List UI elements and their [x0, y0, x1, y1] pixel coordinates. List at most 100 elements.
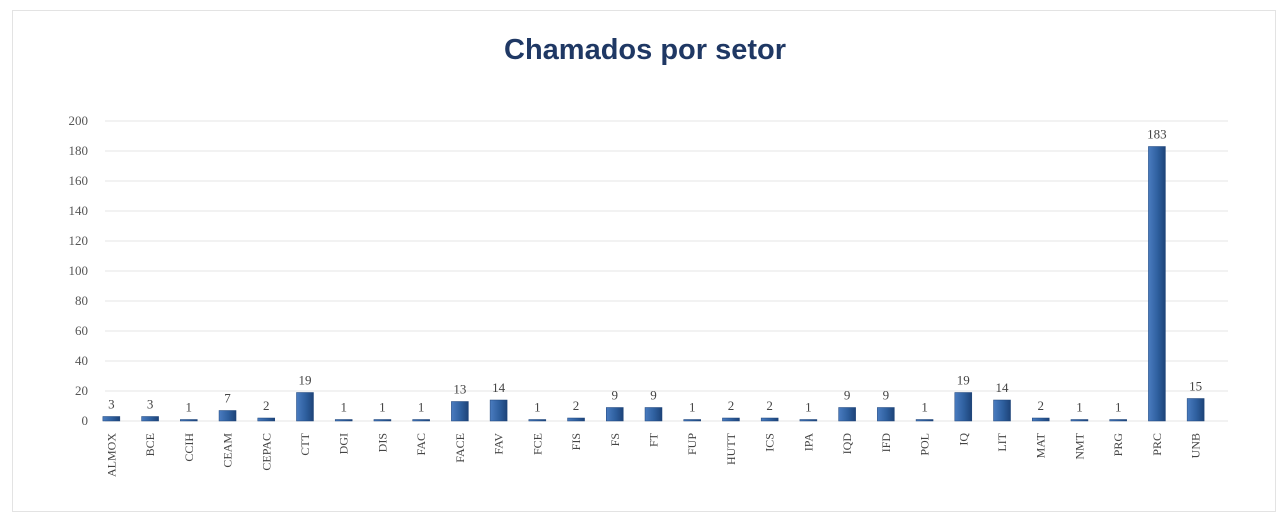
bar-ccih — [180, 419, 198, 422]
bar-face — [451, 401, 469, 422]
data-label-hutt: 2 — [728, 398, 735, 413]
bar-unb — [1186, 398, 1205, 422]
category-label-fav: FAV — [492, 433, 506, 455]
y-tick-label: 0 — [82, 413, 89, 428]
bar-prg — [1109, 419, 1127, 422]
data-label-almox: 3 — [108, 397, 115, 412]
bar-fac — [412, 419, 430, 422]
category-label-fce: FCE — [530, 433, 544, 455]
bar-almox — [102, 416, 121, 422]
category-label-dis: DIS — [375, 433, 389, 452]
category-label-cepac: CEPAC — [259, 433, 273, 471]
category-label-ctt: CTT — [298, 432, 312, 455]
category-label-nmt: NMT — [1072, 432, 1086, 459]
bar-cepac — [257, 417, 276, 422]
y-tick-label: 200 — [69, 113, 89, 128]
bar-fis — [567, 417, 585, 422]
y-tick-label: 80 — [75, 293, 88, 308]
data-label-ceam: 7 — [224, 391, 231, 406]
data-label-nmt: 1 — [1076, 400, 1083, 415]
y-tick-label: 20 — [75, 383, 88, 398]
y-tick-label: 120 — [69, 233, 89, 248]
data-label-face: 13 — [453, 382, 466, 397]
y-tick-label: 100 — [69, 263, 89, 278]
category-label-bce: BCE — [143, 433, 157, 456]
bar-fav — [489, 399, 508, 422]
bar-ft — [644, 407, 663, 422]
bar-ics — [760, 417, 779, 422]
chart-frame — [12, 10, 1276, 512]
data-label-iq: 19 — [957, 373, 970, 388]
bar-ipa — [799, 419, 818, 422]
data-label-pol: 1 — [921, 400, 928, 415]
data-label-prg: 1 — [1115, 400, 1122, 415]
category-label-pol: POL — [918, 433, 932, 456]
y-tick-label: 40 — [75, 353, 88, 368]
bar-iqd — [838, 407, 856, 422]
category-label-almox: ALMOX — [104, 433, 118, 477]
y-tick-label: 60 — [75, 323, 88, 338]
category-label-iqd: IQD — [840, 433, 854, 455]
category-label-lit: LIT — [995, 432, 1009, 451]
bar-pol — [915, 419, 934, 422]
data-label-ctt: 19 — [298, 373, 311, 388]
data-label-cepac: 2 — [263, 398, 270, 413]
y-tick-label: 140 — [69, 203, 89, 218]
bar-mat — [1031, 417, 1050, 422]
category-label-hutt: HUTT — [724, 432, 738, 465]
category-label-dgi: DGI — [337, 433, 351, 454]
data-label-fs: 9 — [612, 388, 619, 403]
bar-fup — [683, 419, 701, 422]
bar-lit — [993, 399, 1011, 422]
category-label-fac: FAC — [414, 433, 428, 455]
data-label-mat: 2 — [1037, 398, 1044, 413]
bar-dgi — [334, 419, 353, 422]
category-label-ifd: IFD — [879, 433, 893, 453]
chart-title: Chamados por setor — [504, 34, 786, 66]
data-label-fis: 2 — [573, 398, 580, 413]
data-label-iqd: 9 — [844, 388, 851, 403]
data-label-ifd: 9 — [883, 388, 890, 403]
data-label-fac: 1 — [418, 400, 425, 415]
category-label-unb: UNB — [1189, 433, 1203, 458]
category-label-prg: PRG — [1111, 433, 1125, 457]
category-label-ceam: CEAM — [221, 433, 235, 468]
y-tick-label: 180 — [69, 143, 89, 158]
category-label-fs: FS — [608, 433, 622, 446]
category-label-fup: FUP — [685, 433, 699, 455]
category-label-fis: FIS — [569, 433, 583, 450]
data-label-ics: 2 — [766, 398, 773, 413]
y-tick-label: 160 — [69, 173, 89, 188]
category-label-ft: FT — [647, 432, 661, 447]
data-label-fup: 1 — [689, 400, 696, 415]
bar-iq — [954, 392, 973, 422]
bar-fs — [606, 407, 624, 422]
bar-bce — [141, 416, 159, 422]
category-label-ipa: IPA — [801, 433, 815, 452]
category-label-prc: PRC — [1150, 433, 1164, 456]
bar-ifd — [877, 407, 895, 422]
data-label-lit: 14 — [996, 380, 1010, 395]
bar-fce — [528, 419, 547, 422]
bar-nmt — [1070, 419, 1089, 422]
category-label-ccih: CCIH — [182, 433, 196, 462]
data-label-ipa: 1 — [805, 400, 812, 415]
data-label-dis: 1 — [379, 400, 386, 415]
data-label-ccih: 1 — [186, 400, 193, 415]
category-label-ics: ICS — [763, 433, 777, 452]
bar-prc — [1148, 146, 1166, 422]
bar-ceam — [218, 410, 237, 422]
category-label-mat: MAT — [1034, 432, 1048, 458]
category-label-face: FACE — [453, 433, 467, 463]
bar-hutt — [722, 417, 740, 422]
data-label-dgi: 1 — [340, 400, 347, 415]
bar-ctt — [296, 392, 314, 422]
data-label-prc: 183 — [1147, 127, 1167, 142]
data-label-ft: 9 — [650, 388, 657, 403]
data-label-unb: 15 — [1189, 379, 1202, 394]
data-label-fav: 14 — [492, 380, 506, 395]
bar-dis — [373, 419, 392, 422]
data-label-bce: 3 — [147, 397, 154, 412]
category-label-iq: IQ — [956, 433, 970, 446]
